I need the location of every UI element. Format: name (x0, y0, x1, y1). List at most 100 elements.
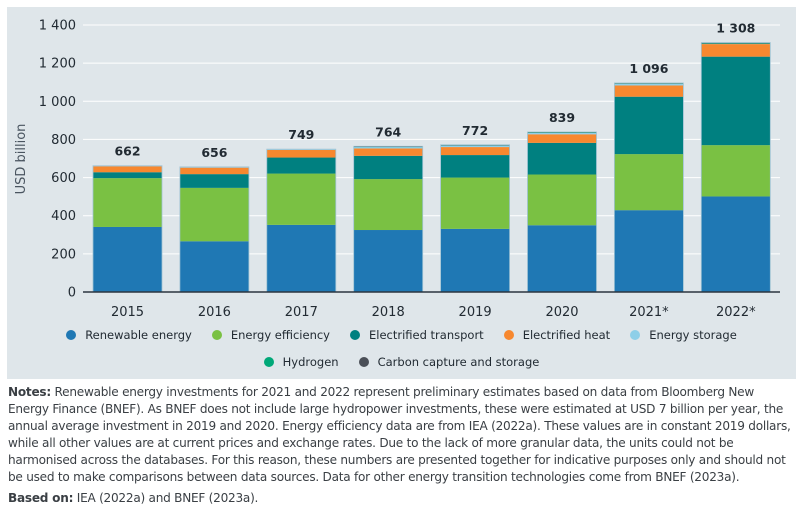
legend-item-hydrogen: Hydrogen (263, 355, 339, 369)
bar-segment-renewable-energy (93, 226, 162, 292)
bar-group-2018 (353, 145, 424, 293)
total-label: 764 (375, 124, 401, 139)
bar-group-2020 (527, 131, 597, 293)
legend-dot-icon (358, 357, 369, 367)
bar-segment-energy-efficiency (266, 173, 336, 225)
legend-label: Hydrogen (282, 355, 339, 369)
x-tick-label: 2019 (459, 305, 492, 320)
y-axis-label: USD billion (14, 124, 29, 195)
x-tick-label: 2017 (285, 305, 318, 320)
legend-label: Electrified transport (368, 328, 484, 342)
bar-segment-renewable-energy (179, 241, 249, 292)
legend-item-energy-efficiency: Energy efficiency (211, 328, 330, 342)
bar-segment-energy-storage (527, 132, 597, 135)
legend-label: Energy efficiency (230, 328, 330, 342)
bar-segment-electrified-transport (614, 96, 684, 155)
bar-segment-energy-storage (353, 146, 423, 149)
total-label: 662 (114, 144, 140, 159)
y-tick-label: 600 (51, 171, 76, 186)
bar-segment-renewable-energy (353, 230, 423, 292)
y-tick-label: 0 (68, 286, 76, 301)
bar-segment-electrified-transport (353, 155, 423, 180)
total-label: 1 096 (629, 61, 668, 76)
total-label: 772 (462, 123, 488, 138)
bar-segment-hydrogen (701, 43, 771, 44)
x-tick-label: 2016 (198, 305, 231, 320)
bar-segment-electrified-heat (266, 149, 336, 158)
y-tick-label: 1 400 (39, 19, 76, 34)
notes: Notes: Renewable energy investments for … (8, 384, 798, 507)
bar-segment-electrified-heat (701, 44, 771, 57)
x-tick-label: 2018 (372, 305, 405, 320)
bar-segment-energy-efficiency (701, 145, 771, 197)
legend-item-electrified-heat: Electrified heat (503, 328, 611, 342)
bar-segment-energy-storage (440, 145, 510, 148)
bar-group-2021 (614, 82, 684, 293)
x-tick-label: 2021* (629, 305, 669, 320)
based-on-label: Based on: (8, 491, 74, 505)
legend-dot-icon (263, 357, 274, 367)
based-on-text: IEA (2022a) and BNEF (2023a). (73, 491, 259, 505)
legend-dot-icon (66, 330, 77, 340)
bar-segment-renewable-energy (440, 228, 510, 292)
bar-group-2019 (440, 144, 511, 293)
y-tick-label: 200 (51, 247, 76, 262)
total-label: 1 308 (716, 21, 755, 36)
bar-segment-electrified-heat (179, 167, 249, 175)
bar-group-2017 (266, 148, 337, 293)
legend-item-electrified-transport: Electrified transport (349, 328, 484, 342)
total-label: 839 (549, 110, 575, 125)
legend-dot-icon (630, 330, 641, 340)
x-tick-label: 2022* (716, 305, 756, 320)
legend-label: Electrified heat (522, 328, 611, 342)
bar-group-2022 (700, 42, 771, 293)
y-tick-label: 1 000 (39, 95, 76, 110)
legend-item-energy-storage: Energy storage (630, 328, 737, 342)
bar-segment-energy-efficiency (353, 179, 423, 231)
bar-segment-electrified-transport (266, 157, 336, 174)
x-axis-ticks: 2015 2016 2017 2018 2019 2020 2021* 2022* (111, 305, 756, 320)
legend-item-renewable-energy: Renewable energy (66, 328, 192, 342)
bar-segment-electrified-transport (701, 56, 771, 146)
legend-row-2: Hydrogen Carbon capture and storage (7, 355, 796, 369)
legend-row-1: Renewable energy Energy efficiency Electri… (7, 328, 796, 342)
bar-group-2015 (92, 165, 163, 293)
stacked-bar-chart: 0 200 400 600 800 1 000 1 200 1 400 USD billion… (14, 19, 780, 320)
bar-segment-energy-efficiency (179, 187, 249, 242)
bar-segment-energy-efficiency (440, 177, 510, 229)
bar-segment-energy-efficiency (527, 174, 597, 226)
y-axis-ticks: 0 200 400 600 800 1 000 1 200 1 400 (39, 19, 76, 301)
based-on: Based on: IEA (2022a) and BNEF (2023a). (8, 490, 798, 507)
total-label: 749 (288, 127, 314, 142)
legend-label: Carbon capture and storage (377, 355, 540, 369)
bar-segment-electrified-heat (614, 85, 684, 97)
bar-segment-electrified-transport (93, 172, 162, 179)
notes-paragraph: Notes: Renewable energy investments for … (8, 384, 798, 486)
legend-label: Energy storage (649, 328, 737, 342)
bar-segment-renewable-energy (614, 210, 684, 292)
bar-segment-electrified-heat (527, 134, 597, 143)
legend-label: Renewable energy (85, 328, 192, 342)
bars (92, 42, 771, 293)
legend-dot-icon (503, 330, 514, 340)
bar-segment-electrified-transport (179, 174, 249, 188)
x-tick-label: 2020 (545, 305, 578, 320)
y-tick-label: 1 200 (39, 57, 76, 72)
legend-item-carbon-capture-and-storage: Carbon capture and storage (358, 355, 540, 369)
notes-label: Notes: (8, 385, 51, 399)
bar-segment-renewable-energy (266, 224, 336, 292)
legend-dot-icon (211, 330, 222, 340)
bar-segment-energy-efficiency (614, 154, 684, 211)
bar-segment-renewable-energy (527, 225, 597, 292)
x-tick-label: 2015 (111, 305, 144, 320)
bar-segment-electrified-transport (527, 142, 597, 175)
total-label: 656 (201, 145, 227, 160)
y-tick-label: 400 (51, 209, 76, 224)
bar-segment-renewable-energy (701, 196, 771, 292)
bar-segment-electrified-transport (440, 155, 510, 178)
legend-dot-icon (349, 330, 360, 340)
bar-segment-electrified-heat (440, 147, 510, 156)
bar-group-2016 (179, 166, 250, 293)
total-labels: 662 656 749 764 772 839 1 096 1 308 (114, 21, 755, 160)
bar-segment-energy-storage (614, 83, 684, 86)
